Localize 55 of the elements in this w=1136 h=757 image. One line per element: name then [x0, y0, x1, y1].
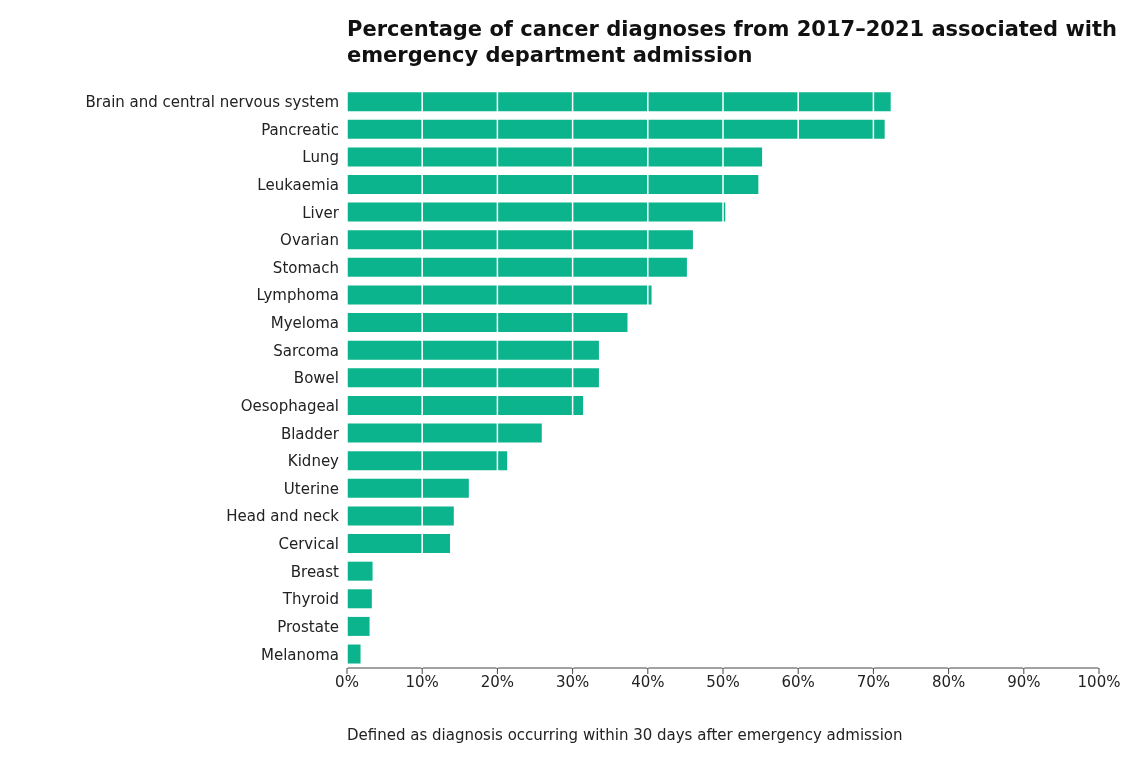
y-tick-label: Bowel: [293, 369, 339, 388]
bar: [347, 340, 599, 360]
y-tick-label: Lymphoma: [256, 286, 339, 305]
y-tick-label: Breast: [290, 562, 340, 581]
bar: [347, 119, 885, 139]
bar: [347, 202, 726, 222]
chart-title: Percentage of cancer diagnoses from 2017–2021 associated with emergency department admission: [347, 16, 1119, 68]
y-tick-label: Ovarian: [280, 231, 339, 250]
bar: [347, 534, 451, 554]
y-tick-label: Sarcoma: [273, 341, 339, 360]
y-tick-label: Myeloma: [270, 314, 339, 333]
y-tick-label: Melanoma: [260, 645, 339, 664]
y-tick-label: Oesophageal: [240, 396, 339, 415]
bar: [347, 257, 687, 277]
bar: [347, 616, 370, 636]
bar: [347, 423, 542, 443]
bar: [347, 506, 454, 526]
y-tick-label: Pancreatic: [261, 120, 339, 139]
y-tick-label: Bladder: [280, 424, 340, 443]
y-tick-label: Kidney: [287, 452, 340, 471]
text: Defined as diagnosis occurring within 30 days after emergency admission: [347, 726, 903, 744]
y-tick-label: Thyroid: [281, 590, 339, 609]
bar: [347, 175, 759, 194]
y-tick-label: Brain and central nervous system: [85, 93, 339, 112]
x-tick-label: 30%: [555, 672, 590, 691]
bar: [347, 285, 652, 305]
bar: [347, 395, 584, 415]
bar: [347, 313, 628, 333]
x-tick-label: 10%: [405, 672, 439, 691]
y-tick-label: Head and neck: [226, 507, 340, 526]
x-tick-label: 50%: [706, 672, 740, 691]
bar: [347, 451, 508, 471]
x-tick-label: 40%: [631, 672, 665, 691]
y-tick-label: Cervical: [278, 535, 339, 554]
bar: [347, 478, 469, 498]
bar: [347, 644, 361, 664]
x-tick-label: 80%: [931, 672, 966, 691]
x-tick-label: 70%: [856, 672, 891, 691]
y-tick-label: Uterine: [283, 479, 339, 498]
bar: [347, 589, 372, 609]
x-tick-label: 60%: [781, 672, 815, 691]
x-tick-label: 0%: [335, 672, 359, 691]
y-tick-label: Stomach: [272, 258, 339, 277]
y-tick-label: Prostate: [277, 617, 339, 636]
y-tick-label: Lung: [302, 148, 339, 167]
bar: [347, 368, 599, 388]
bar: [347, 92, 891, 112]
x-tick-label: 90%: [1007, 672, 1041, 691]
y-tick-label: Leukaemia: [257, 175, 339, 194]
bar: [347, 230, 693, 250]
bar: [347, 147, 763, 167]
x-tick-label: 20%: [480, 672, 515, 691]
bar: [347, 561, 373, 581]
x-tick-label: 100%: [1077, 672, 1121, 691]
y-tick-label: Liver: [302, 203, 340, 222]
